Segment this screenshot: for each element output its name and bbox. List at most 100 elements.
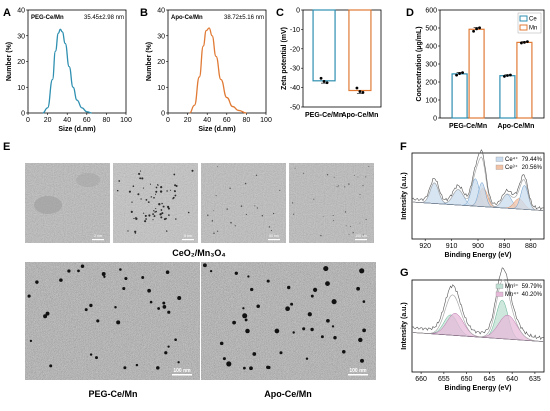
nanoparticle	[292, 202, 294, 204]
nanoparticle	[226, 208, 228, 210]
legend-value: 40.20%	[522, 292, 543, 298]
nanoparticle	[29, 339, 33, 343]
nanoparticle	[242, 307, 245, 310]
y-tick-label: 400	[425, 44, 437, 51]
nanoparticle	[156, 366, 160, 370]
nanoparticle	[232, 320, 236, 325]
category-label: Apo-Ce/Mn	[341, 112, 378, 119]
data-point	[358, 90, 362, 93]
y-tick-label: 0	[21, 111, 25, 118]
x-tick-label: 60	[83, 117, 91, 124]
nanoparticle	[202, 263, 207, 268]
data-point	[455, 73, 458, 77]
sample-label: Apo-Ce/Mn	[171, 15, 203, 21]
nanoparticle	[217, 166, 219, 168]
x-tick-label: 0	[166, 117, 170, 124]
nanoparticle	[144, 220, 147, 223]
category-label: Apo-Ce/Mn	[497, 123, 534, 130]
nanoparticle	[45, 311, 50, 316]
nanoparticle	[357, 176, 359, 178]
nanoparticle	[274, 328, 280, 334]
nanoparticle	[155, 186, 158, 189]
size-annotation: 38.72±5.16 nm	[224, 15, 264, 21]
nanoparticle	[320, 234, 322, 237]
tem-bottom-right-caption: Apo-Ce/Mn	[264, 389, 312, 399]
nanoparticle	[77, 269, 80, 273]
legend: Mn³⁺ 59.79%Mn⁴⁺ 40.20%	[495, 283, 543, 298]
nanoparticle	[359, 222, 361, 224]
x-tick-label: 890	[499, 243, 511, 250]
legend-swatch	[519, 15, 528, 22]
zeta-bar	[312, 9, 336, 82]
data-point	[509, 73, 512, 77]
nanoparticle	[187, 211, 190, 214]
nanoparticle	[255, 174, 258, 176]
nanoparticle	[365, 176, 367, 178]
legend-value: 59.79%	[522, 284, 543, 290]
nanoparticle	[349, 226, 351, 227]
nanoparticle	[254, 205, 256, 207]
nanoparticle	[234, 225, 236, 227]
nanoparticle	[167, 310, 171, 314]
x-tick-label: 100	[120, 117, 132, 124]
nanoparticle	[322, 216, 324, 217]
chart-b-size-apo: 0 20 40 60 80 100 0 10 20 30 40 Apo-Ce/Mn 38.72±5.16…	[146, 8, 272, 134]
tem-top-3: 50 nm	[201, 163, 286, 243]
nanoparticle	[134, 232, 137, 234]
data-point	[475, 27, 478, 31]
chart-g-xps-mn: 660 655 650 645 640 635 Mn³⁺ 59.79%Mn⁴⁺ 40.20% Bi…	[401, 267, 545, 392]
nanoparticle	[359, 193, 361, 195]
x-tick-label: 910	[446, 243, 458, 250]
nanoparticle	[118, 180, 121, 182]
nanoparticle	[175, 218, 177, 220]
nanoparticle	[215, 195, 217, 197]
legend-swatch	[495, 291, 504, 297]
legend-value: 79.44%	[522, 157, 543, 163]
nanoparticle	[360, 358, 364, 363]
nanoparticle	[127, 230, 129, 232]
tem-top-1: 2 nm	[25, 163, 110, 243]
nanoparticle	[155, 190, 158, 193]
nanoparticle	[270, 230, 272, 232]
nanoparticle	[145, 218, 147, 220]
nanoparticle	[362, 185, 364, 187]
nanoparticle	[133, 217, 135, 220]
nanoparticle	[162, 301, 166, 305]
y-tick-label: 30	[157, 33, 165, 40]
legend-swatch	[495, 156, 504, 162]
nanoparticle	[217, 230, 219, 232]
y-axis-label: Intensity (a.u.)	[401, 302, 408, 349]
nanoparticle	[261, 215, 263, 217]
nanoparticle	[249, 366, 253, 371]
nanoparticle	[132, 185, 135, 187]
scale-bar-label: 50 nm	[269, 234, 279, 238]
nanoparticle	[356, 286, 360, 291]
y-tick-label: 20	[157, 59, 165, 66]
panel-letter-c: C	[276, 7, 284, 19]
nanoparticle	[242, 313, 248, 319]
legend-label: Mn	[529, 26, 537, 32]
nanoparticle	[160, 186, 163, 189]
nanoparticle	[116, 189, 119, 192]
nanoparticle	[80, 264, 85, 269]
y-tick-label: -30	[290, 66, 300, 73]
nanoparticle	[177, 361, 180, 364]
nanoparticle	[166, 190, 168, 192]
category-label: PEG-Ce/Mn	[305, 112, 343, 119]
data-point	[361, 91, 365, 94]
nanoparticle	[174, 194, 177, 197]
chart-f-xps-ce: 920 910 900 890 880 Ce⁴⁺ 79.44% Ce³⁺ 20.56% Bindi…	[401, 149, 545, 259]
scale-bar-label: 2 nm	[94, 234, 102, 238]
legend-swatch	[495, 164, 504, 170]
nanoparticle	[266, 365, 270, 370]
tem-bottom-left-caption: PEG-Ce/Mn	[88, 389, 137, 399]
nanoparticle	[245, 328, 250, 334]
legend-label: Mn³⁺	[505, 283, 519, 290]
nanoparticle	[352, 232, 354, 234]
x-tick-label: 20	[184, 117, 192, 124]
nanoparticle	[362, 328, 366, 333]
x-tick-label: 80	[103, 117, 111, 124]
y-tick-label: 10	[157, 85, 165, 92]
nanoparticle	[226, 361, 232, 367]
nanoparticle	[165, 217, 167, 220]
